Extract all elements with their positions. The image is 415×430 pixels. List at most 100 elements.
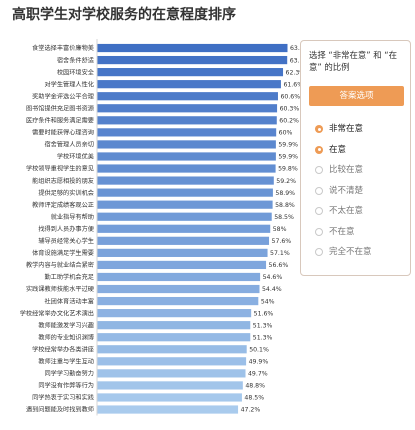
radio-icon[interactable] — [315, 227, 323, 236]
bar — [97, 345, 247, 354]
category-label: 实践课教师技能水平过硬 — [26, 285, 94, 293]
bar — [97, 260, 267, 270]
value-label: 60.6% — [280, 93, 300, 100]
radio-icon[interactable] — [315, 186, 323, 195]
bar — [97, 236, 270, 245]
value-label: 62.3% — [286, 69, 306, 76]
value-label: 58.5% — [274, 214, 294, 221]
value-label: 54.4% — [262, 286, 282, 293]
bar — [97, 284, 260, 294]
answer-option[interactable]: 在意 — [301, 144, 412, 158]
value-label: 58.8% — [275, 202, 295, 209]
value-label: 59.9% — [278, 154, 298, 161]
bar — [97, 224, 271, 233]
answer-option[interactable]: 说不清楚 — [301, 185, 412, 199]
value-label: 48.8% — [245, 383, 265, 390]
category-label: 社团体育活动丰富 — [45, 297, 95, 305]
category-label: 学校经常举办文化艺术演出 — [20, 309, 94, 317]
bar — [97, 104, 278, 113]
value-label: 59.8% — [278, 166, 298, 173]
bar — [97, 309, 252, 318]
bar — [97, 369, 246, 378]
category-label: 校园环境安全 — [57, 68, 95, 76]
value-label: 60.2% — [279, 118, 299, 125]
option-label: 不在意 — [329, 226, 355, 237]
option-label: 完全不在意 — [329, 247, 372, 257]
answer-options-button[interactable]: 答案选项 — [309, 86, 404, 106]
bar — [97, 272, 261, 282]
legend-panel: 选择 “非常在意” 和 “在意” 的比例 答案选项 非常在意在意比较在意说不清楚… — [300, 40, 411, 276]
value-label: 58.9% — [275, 190, 295, 197]
value-label: 49.9% — [249, 359, 269, 366]
category-label: 教师能激发学习兴趣 — [38, 321, 94, 329]
radio-icon[interactable] — [315, 248, 323, 256]
value-label: 51.3% — [253, 334, 273, 341]
value-label: 57.1% — [270, 250, 290, 257]
value-label: 58% — [273, 226, 287, 233]
bar — [97, 80, 281, 89]
bar — [97, 164, 276, 173]
value-label: 56.6% — [269, 262, 289, 269]
value-label: 63.8% — [290, 45, 310, 52]
value-label: 60% — [279, 130, 293, 137]
bar — [97, 333, 251, 342]
value-label: 51.6% — [254, 310, 274, 317]
value-label: 51.3% — [253, 322, 273, 329]
category-label: 勤工助学机会充足 — [45, 273, 95, 281]
bar — [97, 248, 268, 257]
answer-option[interactable]: 不太在意 — [301, 205, 412, 219]
category-label: 能组织志愿相投的朋友 — [32, 177, 94, 185]
category-label: 教学内容与就业结合紧密 — [26, 261, 94, 269]
panel-title: 选择 “非常在意” 和 “在意” 的比例 — [309, 50, 398, 72]
bar — [97, 381, 243, 390]
bar — [97, 55, 288, 65]
category-label: 食堂选择丰富价廉物美 — [32, 44, 94, 52]
bar — [97, 116, 277, 125]
radio-icon[interactable] — [315, 166, 323, 174]
category-label: 同学学习勤奋努力 — [45, 370, 95, 378]
option-label: 说不清楚 — [329, 185, 364, 196]
category-label: 宿舍条件舒适 — [57, 56, 94, 64]
value-label: 48.5% — [244, 395, 264, 402]
category-label: 需要时能获得心理咨询 — [32, 129, 94, 137]
value-label: 50.1% — [249, 346, 269, 353]
category-label: 学校环境优美 — [57, 153, 94, 161]
category-label: 教师注重与学生互动 — [38, 358, 94, 366]
value-label: 61.6% — [283, 81, 303, 88]
answer-option[interactable]: 不在意 — [301, 226, 412, 240]
answer-option[interactable]: 比较在意 — [301, 164, 412, 178]
bar — [97, 393, 242, 402]
bar — [97, 405, 239, 414]
bar — [97, 92, 278, 101]
category-label: 体育设施满足学生需要 — [32, 249, 94, 257]
radio-icon[interactable] — [315, 145, 323, 154]
bar — [97, 68, 284, 77]
value-label: 54.6% — [263, 274, 283, 281]
bar — [97, 200, 273, 209]
radio-icon[interactable] — [315, 207, 323, 215]
category-label: 医疗条件和服务满足需要 — [26, 117, 94, 125]
category-label: 同学没有作弊等行为 — [38, 382, 94, 390]
bar — [97, 357, 247, 366]
category-label: 提供足够的实训机会 — [38, 189, 94, 197]
category-label: 学校领导重视学生的意见 — [26, 165, 94, 173]
bar — [97, 140, 276, 149]
answer-option[interactable]: 非常在意 — [301, 123, 412, 137]
radio-icon[interactable] — [315, 125, 323, 133]
bar — [97, 128, 277, 137]
option-label: 比较在意 — [329, 165, 364, 175]
value-label: 54% — [261, 298, 275, 305]
value-label: 49.7% — [248, 371, 268, 378]
bar — [97, 152, 276, 161]
category-label: 遇到问题能及时找到教师 — [26, 406, 94, 414]
answer-option[interactable]: 完全不在意 — [301, 246, 412, 260]
category-label: 奖助学金评选公平合理 — [32, 92, 94, 100]
bar — [97, 212, 272, 221]
category-label: 宿舍管理人员亲切 — [45, 141, 95, 149]
value-label: 60.3% — [280, 105, 300, 112]
chart-title: 高职学生对学校服务的在意程度排序 — [12, 7, 236, 23]
category-label: 就业指导有帮助 — [51, 213, 94, 221]
category-label: 找得到人员办事方便 — [38, 225, 94, 233]
bar — [97, 296, 259, 306]
